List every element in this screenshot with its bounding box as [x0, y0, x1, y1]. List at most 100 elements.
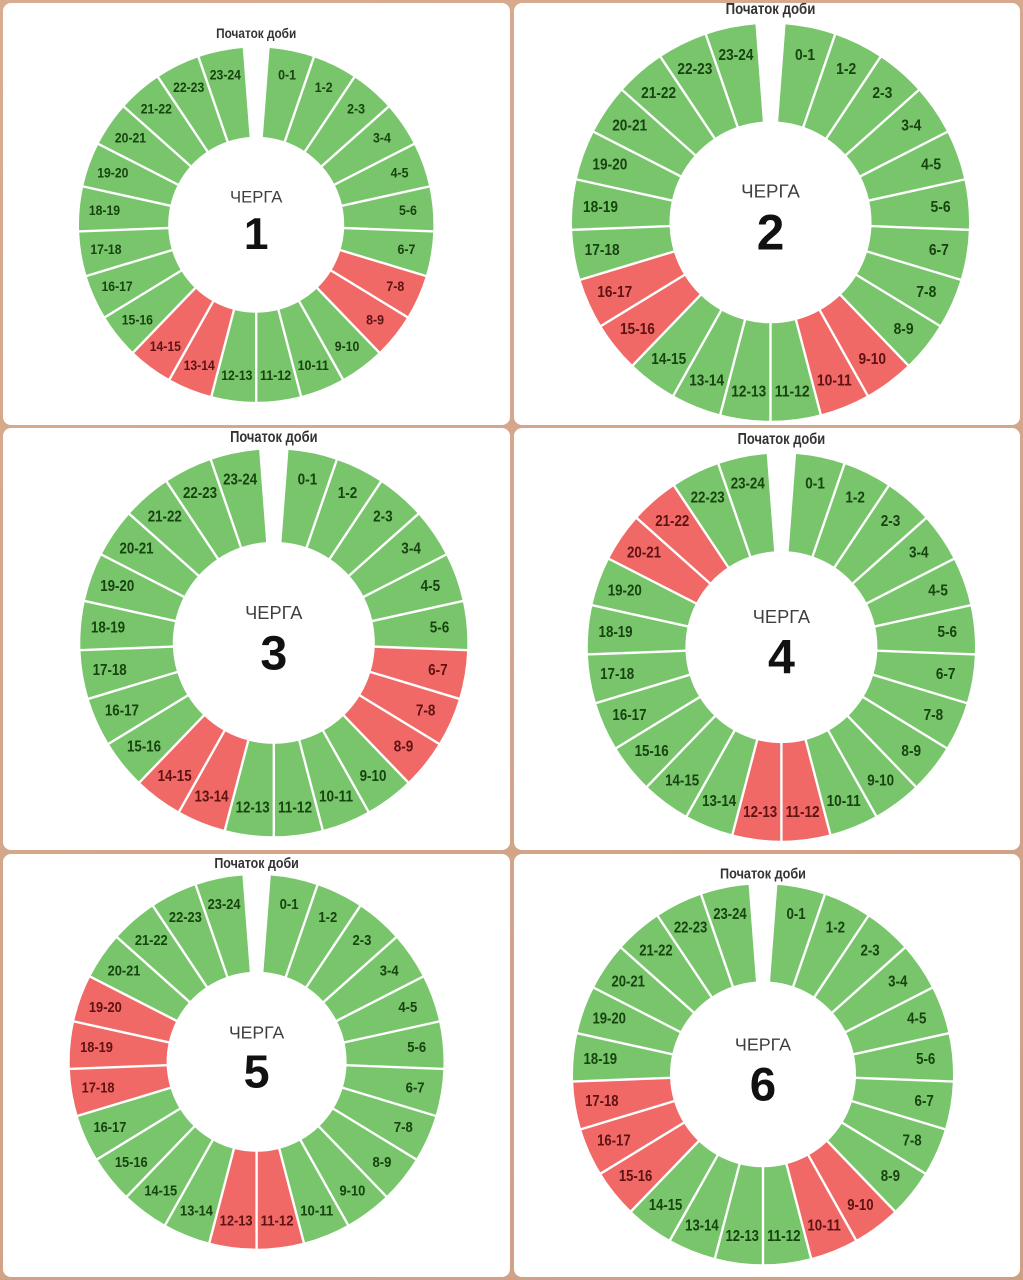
svg-text:19-20: 19-20 — [607, 583, 641, 600]
svg-text:8-9: 8-9 — [394, 739, 414, 756]
svg-text:16-17: 16-17 — [597, 283, 632, 300]
svg-text:Початок доби: Початок доби — [230, 429, 317, 446]
svg-text:4-5: 4-5 — [391, 165, 409, 181]
svg-text:21-22: 21-22 — [655, 513, 689, 530]
svg-text:12-13: 12-13 — [743, 804, 777, 821]
svg-text:14-15: 14-15 — [144, 1182, 177, 1199]
svg-text:4-5: 4-5 — [907, 1010, 927, 1027]
svg-text:0-1: 0-1 — [278, 67, 296, 83]
svg-text:17-18: 17-18 — [82, 1079, 115, 1096]
svg-text:7-8: 7-8 — [386, 279, 404, 295]
svg-text:22-23: 22-23 — [673, 919, 706, 936]
svg-text:20-21: 20-21 — [627, 545, 661, 562]
svg-text:4-5: 4-5 — [421, 578, 441, 595]
svg-text:15-16: 15-16 — [122, 312, 153, 328]
svg-text:0-1: 0-1 — [280, 895, 299, 912]
svg-text:15-16: 15-16 — [634, 743, 668, 760]
svg-text:7-8: 7-8 — [416, 703, 436, 720]
svg-text:3-4: 3-4 — [888, 973, 908, 990]
svg-text:5-6: 5-6 — [916, 1051, 935, 1068]
svg-text:2: 2 — [756, 204, 784, 260]
svg-text:19-20: 19-20 — [100, 578, 134, 595]
svg-text:20-21: 20-21 — [611, 973, 645, 990]
svg-text:8-9: 8-9 — [901, 743, 921, 760]
svg-text:Початок доби: Початок доби — [725, 3, 815, 18]
svg-text:18-19: 18-19 — [89, 203, 120, 219]
svg-text:22-23: 22-23 — [677, 61, 712, 78]
svg-text:17-18: 17-18 — [90, 241, 121, 257]
svg-text:20-21: 20-21 — [120, 541, 154, 558]
svg-text:9-10: 9-10 — [847, 1197, 873, 1214]
svg-text:15-16: 15-16 — [619, 320, 654, 337]
svg-text:1-2: 1-2 — [845, 490, 865, 507]
svg-text:ЧЕРГА: ЧЕРГА — [230, 187, 283, 206]
svg-text:0-1: 0-1 — [298, 472, 318, 489]
svg-text:15-16: 15-16 — [127, 739, 161, 756]
svg-text:18-19: 18-19 — [598, 624, 632, 641]
svg-text:6-7: 6-7 — [928, 242, 948, 259]
svg-text:14-15: 14-15 — [651, 351, 686, 368]
svg-text:6: 6 — [749, 1058, 775, 1111]
svg-text:Початок доби: Початок доби — [720, 865, 806, 882]
svg-text:18-19: 18-19 — [80, 1038, 113, 1055]
svg-text:16-17: 16-17 — [105, 703, 139, 720]
svg-text:2-3: 2-3 — [373, 509, 393, 526]
svg-text:23-24: 23-24 — [718, 46, 753, 63]
svg-text:3-4: 3-4 — [380, 962, 399, 979]
svg-text:1-2: 1-2 — [338, 485, 358, 502]
svg-text:7-8: 7-8 — [394, 1119, 413, 1136]
svg-text:18-19: 18-19 — [91, 620, 125, 637]
svg-text:Початок доби: Початок доби — [214, 855, 298, 871]
svg-text:9-10: 9-10 — [335, 339, 360, 355]
svg-text:6-7: 6-7 — [935, 666, 955, 683]
svg-text:11-12: 11-12 — [260, 367, 291, 383]
svg-text:16-17: 16-17 — [93, 1119, 126, 1136]
svg-text:0-1: 0-1 — [786, 905, 806, 922]
svg-text:15-16: 15-16 — [115, 1154, 148, 1171]
svg-text:5: 5 — [244, 1045, 270, 1097]
svg-text:18-19: 18-19 — [583, 1051, 616, 1068]
svg-text:9-10: 9-10 — [858, 351, 886, 368]
svg-text:10-11: 10-11 — [298, 358, 329, 374]
svg-text:ЧЕРГА: ЧЕРГА — [752, 606, 810, 627]
svg-text:ЧЕРГА: ЧЕРГА — [245, 602, 303, 623]
svg-text:12-13: 12-13 — [220, 1212, 253, 1229]
svg-text:5-6: 5-6 — [937, 624, 957, 641]
svg-text:9-10: 9-10 — [360, 768, 387, 785]
svg-text:12-13: 12-13 — [725, 1228, 758, 1245]
svg-text:0-1: 0-1 — [795, 46, 815, 63]
svg-text:3-4: 3-4 — [901, 117, 921, 134]
svg-text:13-14: 13-14 — [702, 793, 736, 810]
svg-text:9-10: 9-10 — [867, 773, 894, 790]
svg-text:20-21: 20-21 — [612, 117, 647, 134]
svg-text:10-11: 10-11 — [319, 789, 353, 806]
svg-text:16-17: 16-17 — [597, 1132, 630, 1149]
svg-text:17-18: 17-18 — [93, 662, 127, 679]
svg-text:8-9: 8-9 — [366, 312, 384, 328]
svg-text:6-7: 6-7 — [398, 241, 416, 257]
svg-text:11-12: 11-12 — [261, 1212, 294, 1229]
svg-text:4-5: 4-5 — [398, 999, 417, 1016]
svg-text:2-3: 2-3 — [860, 942, 879, 959]
svg-text:21-22: 21-22 — [148, 509, 182, 526]
svg-text:11-12: 11-12 — [278, 800, 312, 817]
svg-text:1-2: 1-2 — [315, 80, 333, 96]
svg-text:19-20: 19-20 — [592, 1010, 625, 1027]
svg-text:8-9: 8-9 — [893, 320, 913, 337]
svg-text:22-23: 22-23 — [173, 80, 204, 96]
svg-text:18-19: 18-19 — [583, 198, 618, 215]
svg-text:6-7: 6-7 — [914, 1092, 933, 1109]
svg-text:2-3: 2-3 — [880, 513, 900, 530]
svg-text:23-24: 23-24 — [730, 476, 764, 493]
svg-text:17-18: 17-18 — [600, 666, 634, 683]
svg-text:ЧЕРГА: ЧЕРГА — [229, 1022, 285, 1042]
svg-text:21-22: 21-22 — [639, 942, 672, 959]
svg-text:21-22: 21-22 — [641, 85, 676, 102]
svg-text:4-5: 4-5 — [921, 156, 941, 173]
svg-text:4: 4 — [767, 631, 794, 685]
svg-text:14-15: 14-15 — [648, 1197, 682, 1214]
svg-text:21-22: 21-22 — [141, 101, 172, 117]
svg-text:Початок доби: Початок доби — [737, 431, 825, 448]
svg-text:5-6: 5-6 — [930, 198, 950, 215]
svg-text:3-4: 3-4 — [401, 541, 421, 558]
